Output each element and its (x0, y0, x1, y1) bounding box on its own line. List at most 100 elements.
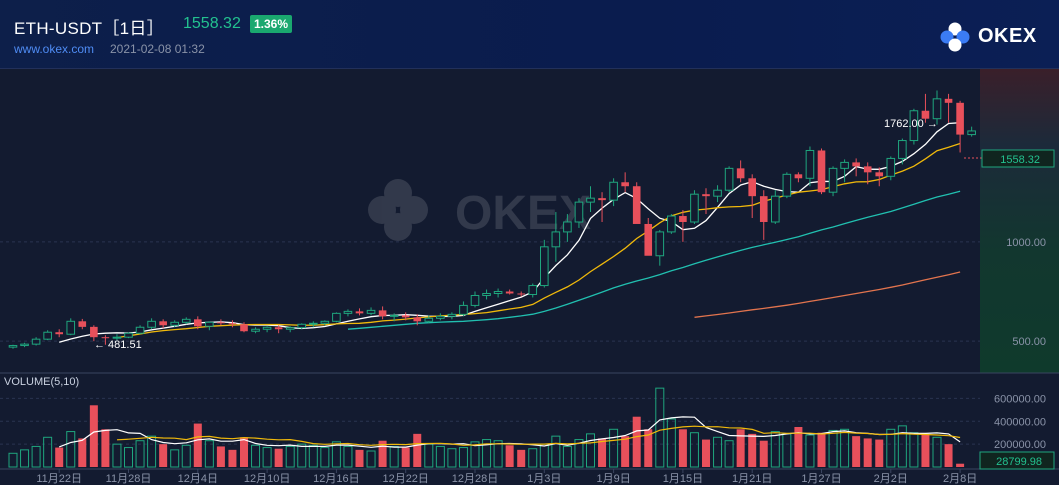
volume-bar (55, 447, 64, 467)
candle (655, 229, 665, 266)
candle-body (782, 173, 792, 197)
time-tick-label: 1月3日 (527, 473, 561, 485)
candle-body (262, 326, 272, 330)
candle (921, 93, 930, 123)
candle (217, 319, 225, 326)
volume-bar (551, 435, 561, 468)
candle-body (702, 194, 710, 197)
candle-body (956, 102, 964, 135)
candle-body (898, 140, 907, 159)
candle-body (863, 166, 872, 173)
candle (332, 312, 341, 323)
volume-bar (401, 447, 410, 467)
volume-tick-label: 200000.00 (994, 439, 1046, 451)
volume-bar (193, 423, 202, 467)
volume-bar (956, 463, 965, 467)
candle-body (285, 327, 295, 330)
candle-body (598, 198, 606, 201)
candle (667, 214, 676, 234)
volume-bar (689, 432, 699, 468)
candle-body (817, 150, 826, 193)
low-price-annotation: ← 481.51 (94, 339, 142, 351)
site-link[interactable]: www.okex.com (14, 42, 95, 56)
candle-body (31, 338, 41, 345)
candle-body (875, 172, 884, 177)
candle (759, 190, 768, 240)
candle (609, 178, 618, 207)
candle (43, 330, 52, 341)
candle-body (320, 320, 330, 324)
price-tick-label: 500.00 (1012, 336, 1046, 348)
volume-bar (482, 439, 492, 468)
candle-body (170, 321, 179, 326)
candle (112, 334, 122, 341)
price-axis-labels: 500.00 1000.00 (1006, 237, 1046, 348)
candle-body (55, 332, 63, 335)
volume-bar (598, 438, 607, 467)
candle-body (505, 291, 514, 294)
candle (621, 172, 629, 193)
volume-bar (204, 440, 214, 468)
candle (8, 344, 18, 349)
candle-body (366, 309, 376, 314)
timestamp: 2021-02-08 01:32 (110, 42, 205, 56)
candle-body (482, 292, 491, 296)
volume-bar (101, 429, 110, 467)
candle-body (828, 167, 838, 193)
candle-body (551, 231, 561, 248)
candle-body (771, 195, 780, 223)
volume-bar (586, 433, 595, 468)
volume-bar (66, 431, 76, 468)
candle-body (759, 196, 768, 222)
volume-bar (528, 448, 538, 468)
candle (748, 174, 756, 219)
candle-body (159, 321, 167, 326)
candle-body (251, 328, 260, 332)
candle (274, 325, 283, 334)
candle-body (748, 178, 756, 197)
candle-body (794, 174, 803, 179)
candle (782, 172, 792, 199)
candle-body (228, 323, 237, 325)
volume-bar (355, 449, 364, 467)
candle (840, 159, 849, 183)
candle (170, 320, 179, 328)
candle-body (124, 332, 133, 338)
candle (724, 166, 734, 193)
time-tick-label: 12月16日 (313, 473, 359, 485)
chart-area[interactable]: OKEX 500.00 1000.00 200000.00 400000.00 600… (0, 69, 1059, 485)
candle-body (147, 320, 156, 328)
time-tick-label: 12月4日 (178, 473, 218, 485)
price-axis-background (980, 69, 1059, 373)
volume-bar (262, 447, 272, 468)
volume-bar (20, 449, 30, 468)
volume-bar (343, 445, 353, 468)
candle (967, 126, 976, 137)
candle-body (436, 315, 445, 319)
candle (909, 108, 919, 145)
candle-body (528, 285, 538, 295)
time-tick-label: 1月21日 (732, 473, 772, 485)
volume-bar (666, 418, 676, 468)
volume-bar (331, 441, 341, 468)
plot-background (0, 69, 980, 485)
time-tick-label: 1月27日 (801, 473, 841, 485)
time-tick-label: 2月2日 (874, 473, 908, 485)
candle (956, 100, 964, 153)
time-tick-label: 1月9日 (596, 473, 630, 485)
volume-bar (447, 448, 457, 468)
volume-bar (875, 439, 884, 467)
volume-bar (794, 427, 803, 467)
volume-bar (228, 449, 237, 467)
candle-body (43, 331, 52, 340)
volume-tick-label: 600000.00 (994, 393, 1046, 405)
candle-body (413, 317, 422, 322)
volume-bar (78, 438, 87, 467)
candle (181, 317, 191, 325)
okex-logo: OKEX (938, 22, 1048, 52)
volume-bar (517, 449, 526, 467)
volume-bar (181, 444, 191, 468)
volume-bar (828, 429, 838, 468)
volume-bar (817, 432, 826, 467)
candle (413, 314, 422, 326)
